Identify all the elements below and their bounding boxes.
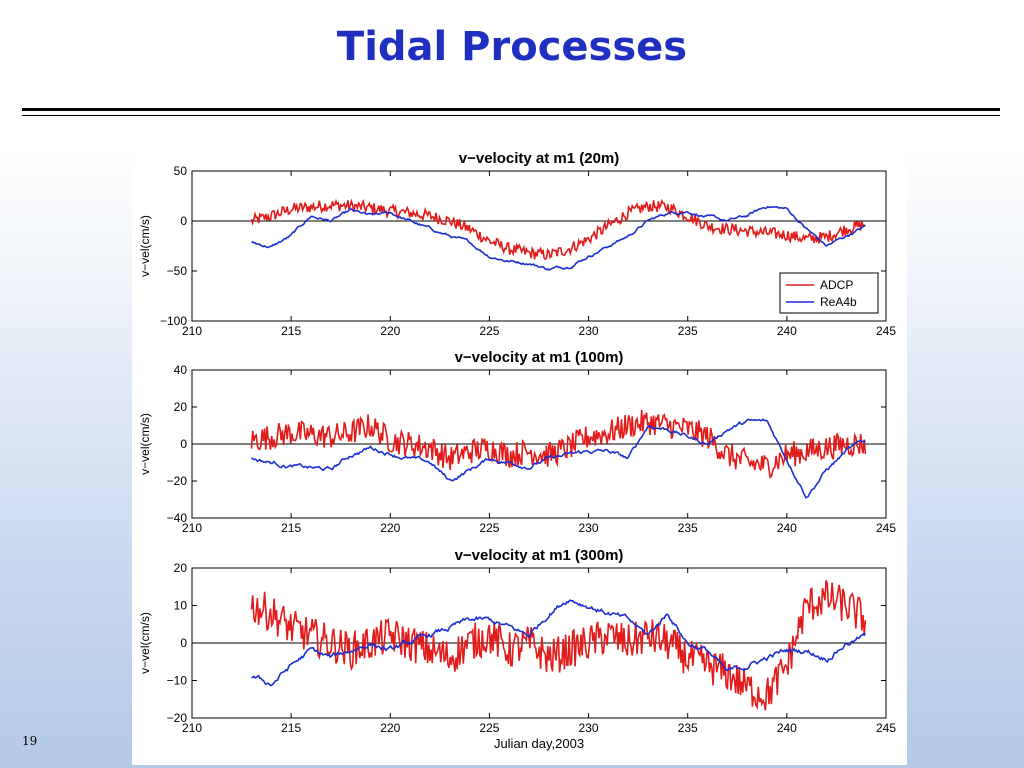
- series-line-rea4b: [251, 205, 866, 271]
- y-tick-label: 40: [174, 363, 188, 377]
- x-tick-label: 235: [678, 721, 698, 735]
- chart-panel-1: v−velocity at m1 (100m) v−vel(cm/s) 210 215…: [138, 349, 896, 535]
- y-tick-label: −20: [167, 474, 188, 488]
- x-tick-label: 225: [479, 521, 499, 535]
- x-tick-label: 230: [579, 521, 599, 535]
- x-tick-label: 220: [380, 721, 400, 735]
- x-tick-label: 210: [182, 324, 202, 338]
- y-tick-label: −50: [167, 264, 188, 278]
- series-line-adcp: [250, 410, 867, 479]
- x-tick-label: 245: [876, 721, 896, 735]
- figure-panel: v−velocity at m1 (20m) v−vel(cm/s) 210 215 2…: [132, 140, 907, 765]
- x-tick-label: 215: [281, 521, 301, 535]
- chart-panel-2: v−velocity at m1 (300m) v−vel(cm/s) 210 215…: [138, 547, 896, 751]
- y-axis-label: v−vel(cm/s): [138, 413, 152, 475]
- x-tick-label: 210: [182, 721, 202, 735]
- page-number: 19: [22, 734, 38, 748]
- series-line-rea4b: [251, 599, 867, 687]
- x-tick-label: 210: [182, 521, 202, 535]
- title-rule-thick: [22, 108, 1000, 111]
- y-tick-label: −20: [167, 711, 188, 725]
- y-axis-label: v−vel(cm/s): [138, 215, 152, 277]
- y-tick-label: −40: [167, 511, 188, 525]
- y-tick-label: −10: [167, 674, 188, 688]
- x-tick-label: 225: [479, 721, 499, 735]
- x-tick-label: 235: [678, 521, 698, 535]
- x-tick-label: 245: [876, 521, 896, 535]
- y-tick-label: 20: [174, 561, 188, 575]
- x-tick-label: 240: [777, 721, 797, 735]
- chart-title: v−velocity at m1 (100m): [455, 349, 624, 366]
- x-tick-label: 225: [479, 324, 499, 338]
- series-line-adcp: [250, 198, 866, 261]
- x-tick-label: 245: [876, 324, 896, 338]
- x-tick-label: 215: [281, 721, 301, 735]
- y-axis-label: v−vel(cm/s): [138, 612, 152, 674]
- x-tick-label: 220: [380, 324, 400, 338]
- x-tick-label: 240: [777, 324, 797, 338]
- plot-area: [191, 170, 887, 322]
- x-tick-label: 235: [678, 324, 698, 338]
- legend-label-adcp: ADCP: [820, 278, 853, 292]
- series-line-adcp: [250, 579, 867, 711]
- y-tick-label: 0: [180, 214, 187, 228]
- x-tick-label: 215: [281, 324, 301, 338]
- charts-figure: v−velocity at m1 (20m) v−vel(cm/s) 210 215 2…: [138, 150, 896, 751]
- x-tick-label: 230: [579, 324, 599, 338]
- y-tick-label: 10: [174, 599, 188, 613]
- series-line-rea4b: [251, 418, 866, 499]
- y-tick-label: 50: [174, 164, 188, 178]
- x-tick-label: 220: [380, 521, 400, 535]
- legend: ADCP ReA4b: [779, 272, 879, 314]
- chart-title: v−velocity at m1 (20m): [459, 150, 620, 167]
- legend-box: [779, 272, 879, 314]
- title-rule-thin: [22, 115, 1000, 116]
- y-tick-label: 0: [180, 437, 187, 451]
- x-axis-label: Julian day,2003: [494, 736, 584, 751]
- y-tick-label: −100: [160, 314, 187, 328]
- x-tick-label: 240: [777, 521, 797, 535]
- chart-panel-0: v−velocity at m1 (20m) v−vel(cm/s) 210 215 2…: [138, 150, 896, 338]
- slide-title: Tidal Processes: [336, 24, 688, 70]
- y-tick-label: 0: [180, 636, 187, 650]
- x-tick-label: 230: [579, 721, 599, 735]
- chart-title: v−velocity at m1 (300m): [455, 547, 624, 564]
- legend-label-rea4b: ReA4b: [820, 295, 857, 309]
- y-tick-label: 20: [174, 400, 188, 414]
